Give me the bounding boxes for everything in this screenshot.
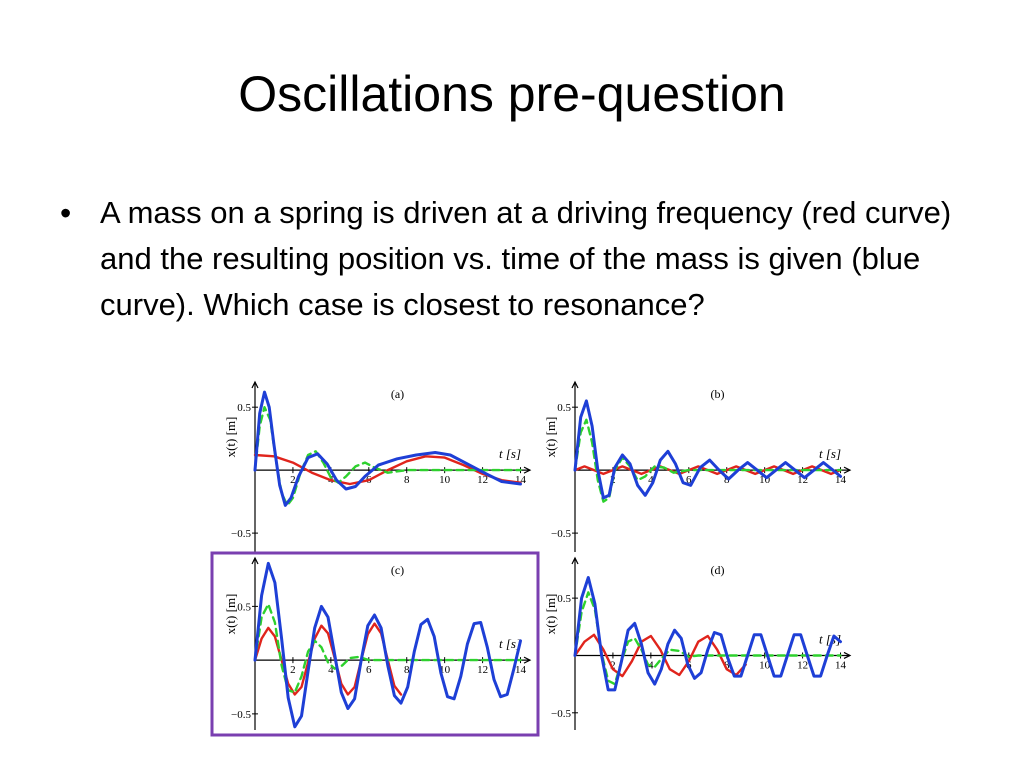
position-curve-b: [573, 399, 842, 500]
x-tick-label-d: 12: [797, 659, 808, 671]
x-axis-arrow-a: [523, 466, 532, 474]
y-axis-arrow-a: [251, 380, 259, 389]
x-tick-label-c: 10: [439, 664, 451, 676]
driving-curve-d: [573, 633, 747, 678]
x-tick-label-a: 8: [404, 474, 410, 486]
y-axis-label-a: x(t) [m]: [223, 417, 238, 458]
position-curve-a: [253, 390, 522, 507]
x-tick-label-c: 12: [477, 664, 488, 676]
y-axis-arrow-b: [571, 380, 579, 389]
x-tick-label-c: 8: [404, 664, 410, 676]
x-tick-label-b: 4: [648, 474, 654, 486]
x-axis-label-d: t [s]: [819, 631, 841, 646]
y-tick-label-d: −0.5: [551, 708, 571, 720]
y-tick-label-d: 0.5: [557, 593, 571, 605]
y-axis-arrow-c: [251, 556, 259, 565]
y-tick-label-a: −0.5: [231, 528, 251, 540]
x-tick-label-a: 10: [439, 474, 451, 486]
x-axis-arrow-b: [843, 466, 852, 474]
y-tick-label-c: −0.5: [231, 709, 251, 721]
y-tick-label-c: 0.5: [237, 601, 251, 613]
x-tick-label-a: 12: [477, 474, 488, 486]
question-text: A mass on a spring is driven at a drivin…: [100, 195, 952, 322]
y-axis-label-d: x(t) [m]: [543, 594, 558, 635]
x-tick-label-c: 4: [328, 664, 334, 676]
y-tick-label-a: 0.5: [237, 402, 251, 414]
x-axis-label-c: t [s]: [499, 636, 521, 651]
x-tick-label-d: 14: [835, 659, 847, 671]
bullet-marker: •: [60, 195, 72, 231]
x-axis-arrow-c: [523, 656, 532, 664]
y-tick-label-b: 0.5: [557, 402, 571, 414]
x-tick-label-c: 14: [515, 664, 527, 676]
y-axis-arrow-d: [571, 556, 579, 565]
y-axis-label-c: x(t) [m]: [223, 594, 238, 635]
x-tick-label-b: 8: [724, 474, 730, 486]
position-curve-c: [253, 561, 522, 729]
answer-highlight-box: [210, 551, 540, 737]
x-tick-label-b: 12: [797, 474, 808, 486]
x-tick-label-b: 6: [686, 474, 692, 486]
y-axis-label-b: x(t) [m]: [543, 417, 558, 458]
slide-title: Oscillations pre-question: [238, 66, 786, 122]
x-tick-label-d: 8: [724, 659, 730, 671]
x-tick-label-a: 2: [290, 474, 296, 486]
position-curve-d: [573, 576, 842, 692]
x-tick-label-c: 2: [290, 664, 296, 676]
x-tick-label-b: 14: [835, 474, 847, 486]
y-tick-label-b: −0.5: [551, 528, 571, 540]
x-tick-label-c: 6: [366, 664, 372, 676]
x-tick-label-b: 10: [759, 474, 771, 486]
x-axis-arrow-d: [843, 651, 852, 660]
x-tick-label-d: 2: [610, 659, 616, 671]
x-tick-label-d: 10: [759, 659, 771, 671]
dashed-curve-c: [253, 603, 522, 694]
panel-label-b: (b): [711, 387, 725, 401]
x-axis-label-b: t [s]: [819, 446, 841, 461]
panel-label-d: (d): [711, 563, 725, 577]
x-tick-label-a: 14: [515, 474, 527, 486]
x-axis-label-a: t [s]: [499, 446, 521, 461]
panel-label-a: (a): [391, 387, 404, 401]
panel-label-c: (c): [391, 563, 404, 577]
